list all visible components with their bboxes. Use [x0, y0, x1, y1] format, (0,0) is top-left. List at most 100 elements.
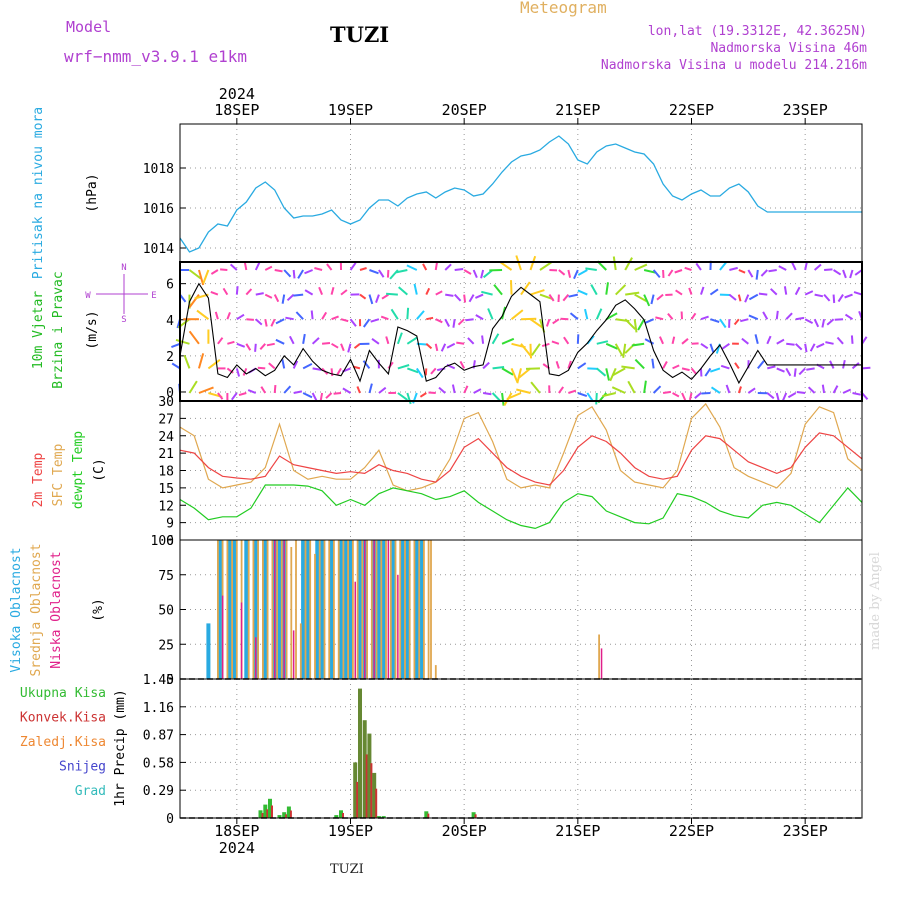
wind-barb	[794, 286, 801, 296]
wind-barb	[229, 263, 238, 271]
wind-barb	[861, 366, 871, 370]
wind-barb	[349, 262, 357, 271]
wind-barb	[667, 269, 674, 277]
high-cloud-bar	[320, 540, 325, 679]
wind-barb	[247, 389, 257, 394]
wind-barb	[577, 362, 587, 370]
wind-barb	[719, 318, 727, 329]
wind-barb	[834, 318, 844, 321]
wind-barb	[467, 337, 475, 345]
compass-n: N	[121, 263, 126, 273]
wind-barb	[729, 266, 738, 271]
wind-barb	[378, 269, 385, 278]
wind-barb	[406, 367, 419, 374]
wind-barb	[850, 335, 854, 344]
pressure-ytick-label: 1014	[143, 242, 174, 257]
wind-barb	[283, 269, 292, 278]
wind-barb	[631, 342, 645, 347]
precip-legend-0: Ukupna Kisa	[20, 686, 106, 701]
wind-barb	[207, 358, 221, 370]
wind-barb	[824, 268, 833, 271]
mid-cloud-bar	[337, 540, 340, 679]
high-cloud-bar	[253, 540, 258, 679]
pressure-line	[179, 135, 862, 253]
high-cloud-bar	[381, 540, 386, 679]
wind-barb	[733, 318, 740, 326]
precip-bar	[362, 720, 367, 818]
mid-cloud-bar	[356, 540, 359, 679]
wind-barb	[413, 283, 418, 295]
wind-barb	[700, 342, 709, 350]
mid-cloud-bar	[408, 540, 411, 679]
precip-bar	[258, 810, 263, 818]
wind-barb	[197, 269, 205, 286]
temp-unit: (C)	[92, 458, 107, 481]
wind-barb	[371, 337, 380, 345]
wind-barb	[853, 291, 863, 296]
wind-barb	[438, 386, 446, 394]
wind-barb	[255, 318, 263, 326]
high-cloud-bar	[301, 540, 306, 679]
wind-barb	[285, 316, 294, 321]
wind-barb	[227, 340, 235, 345]
wind-unit: (m/s)	[85, 310, 100, 349]
low-cloud-bar	[283, 540, 285, 679]
wind-barb	[775, 392, 780, 402]
wind-barb	[210, 290, 219, 296]
wind-barb	[577, 289, 588, 296]
top-date-label: 21SEP	[555, 101, 600, 119]
wind-barb	[806, 367, 815, 371]
wind-barb	[738, 269, 746, 274]
temp-ytick-label: 30	[158, 395, 174, 410]
wind-barb	[612, 256, 617, 271]
wind-barb	[302, 363, 313, 370]
wind-barb	[694, 392, 702, 399]
cloud-ylabel-high: Visoka Oblacnost	[9, 547, 24, 672]
wind-barb	[700, 315, 709, 321]
precip-legend-4: Grad	[75, 784, 106, 799]
precip-bar	[471, 812, 476, 818]
wind-barb	[302, 392, 313, 399]
panel-frame	[179, 123, 863, 263]
wind-barb	[295, 311, 304, 320]
wind-barb	[672, 364, 680, 370]
pressure-ytick-label: 1018	[143, 162, 174, 177]
wind-barb	[776, 367, 785, 373]
wind-barb	[217, 392, 224, 400]
precip-conv-bar	[271, 805, 273, 818]
wind-barb	[422, 263, 428, 271]
wind-barb	[655, 316, 664, 321]
wind-barb	[210, 269, 219, 275]
precip-legend-2: Zaledj.Kisa	[20, 735, 106, 750]
mid-cloud-bar	[399, 540, 402, 679]
wind-barb	[236, 342, 246, 348]
wind-barb	[621, 365, 635, 370]
wind-barb	[720, 364, 730, 370]
wind-barb	[264, 319, 268, 327]
wind-barb	[336, 367, 342, 376]
wind-barb	[652, 385, 662, 394]
wind-barb	[499, 260, 513, 271]
wind-barb	[671, 336, 676, 345]
top-year-label: 2024	[219, 85, 255, 103]
wind-barb	[264, 293, 273, 299]
high-cloud-bar	[414, 540, 419, 679]
wind-barb	[457, 318, 465, 326]
wind-barb	[674, 269, 683, 274]
wind-barb	[558, 269, 566, 276]
precip-bar	[367, 733, 372, 818]
wind-barb	[340, 318, 349, 323]
precip-ytick-label: 0	[166, 812, 174, 827]
wind-barb	[333, 392, 342, 395]
cloud-ylabel-low: Niska Oblacnost	[49, 551, 64, 668]
wind-barb	[587, 367, 598, 370]
wind-barb	[419, 392, 427, 398]
wind-barb	[643, 380, 647, 394]
wind-barb	[833, 269, 842, 276]
wind-barb	[748, 314, 759, 321]
wind-barb	[481, 290, 493, 296]
wind-barb	[475, 293, 484, 299]
wind-barb	[794, 343, 803, 351]
wind-barb	[330, 368, 334, 377]
wind-barb	[444, 263, 452, 271]
